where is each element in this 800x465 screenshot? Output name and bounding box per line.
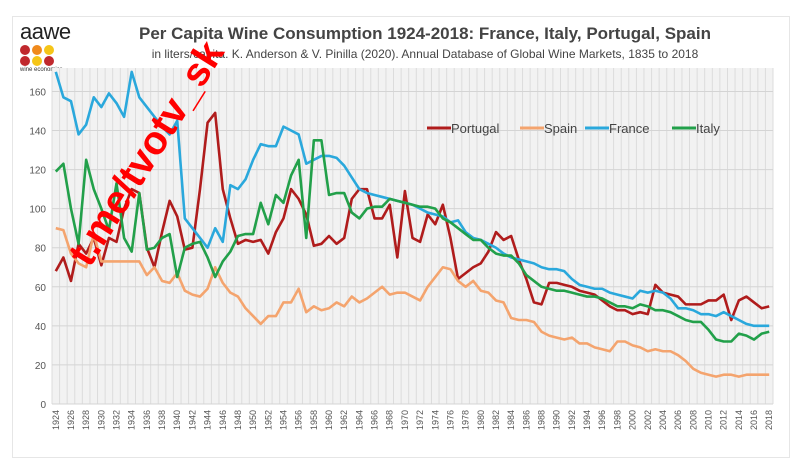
x-tick-label: 1946 (218, 410, 228, 430)
x-tick-label: 1924 (51, 410, 61, 430)
y-tick-label: 40 (35, 322, 47, 333)
legend-label-portugal: Portugal (451, 121, 500, 136)
x-tick-label: 2012 (719, 410, 729, 430)
logo-dot (20, 56, 30, 66)
y-tick-label: 20 (35, 361, 47, 372)
x-tick-label: 2000 (628, 410, 638, 430)
x-tick-label: 1934 (127, 410, 137, 430)
x-tick-label: 1974 (430, 410, 440, 430)
legend-label-italy: Italy (696, 121, 720, 136)
x-tick-label: 1986 (521, 410, 531, 430)
x-tick-label: 1930 (96, 410, 106, 430)
y-tick-label: 140 (29, 127, 46, 138)
x-tick-label: 1944 (203, 410, 213, 430)
logo-dot (32, 56, 42, 66)
x-tick-label: 1940 (172, 410, 182, 430)
x-tick-label: 1960 (324, 410, 334, 430)
series-line-portugal (54, 111, 770, 322)
x-tick-label: 1968 (385, 410, 395, 430)
x-tick-label: 1976 (445, 410, 455, 430)
x-tick-label: 1966 (370, 410, 380, 430)
x-tick-label: 1980 (476, 410, 486, 430)
x-tick-label: 1978 (461, 410, 471, 430)
y-tick-label: 0 (40, 400, 46, 411)
x-tick-label: 1988 (537, 410, 547, 430)
chart-title: Per Capita Wine Consumption 1924-2018: F… (138, 24, 711, 43)
x-tick-label: 1948 (233, 410, 243, 430)
x-tick-label: 1994 (582, 410, 592, 430)
x-tick-label: 1932 (112, 410, 122, 430)
logo-subtext: wine economics (20, 67, 63, 73)
x-tick-label: 1938 (157, 410, 167, 430)
x-tick-label: 1928 (81, 410, 91, 430)
aawe-logo: aawe wine economics (20, 19, 80, 73)
x-tick-label: 1962 (339, 410, 349, 430)
y-tick-label: 60 (35, 283, 47, 294)
x-tick-label: 1952 (263, 410, 273, 430)
x-tick-label: 2018 (764, 410, 774, 430)
legend-label-spain: Spain (544, 121, 577, 136)
x-tick-label: 1990 (552, 410, 562, 430)
x-tick-label: 1970 (400, 410, 410, 430)
x-tick-label: 1956 (294, 410, 304, 430)
x-tick-label: 1972 (415, 410, 425, 430)
x-tick-label: 1992 (567, 410, 577, 430)
y-tick-label: 100 (29, 205, 46, 216)
x-tick-label: 1926 (66, 410, 76, 430)
x-tick-label: 1998 (612, 410, 622, 430)
x-tick-label: 1958 (309, 410, 319, 430)
y-tick-label: 160 (29, 87, 46, 98)
x-tick-label: 2014 (734, 410, 744, 430)
x-tick-label: 1996 (597, 410, 607, 430)
x-tick-label: 1936 (142, 410, 152, 430)
x-tick-label: 1964 (354, 410, 364, 430)
x-tick-label: 2002 (643, 410, 653, 430)
x-tick-label: 2008 (688, 410, 698, 430)
series-line-italy (54, 138, 770, 343)
y-tick-label: 80 (35, 244, 47, 255)
x-tick-label: 2016 (749, 410, 759, 430)
logo-dot (20, 45, 30, 55)
logo-dot (44, 45, 54, 55)
logo-dot (44, 56, 54, 66)
y-tick-label: 120 (29, 166, 46, 177)
legend-label-france: France (609, 121, 649, 136)
series-line-spain (55, 226, 770, 378)
x-tick-label: 2010 (703, 410, 713, 430)
chart-subtitle: in liters/capita. K. Anderson & V. Pinil… (151, 47, 699, 61)
x-tick-label: 1950 (248, 410, 258, 430)
x-tick-label: 1984 (506, 410, 516, 430)
logo-text: aawe (20, 19, 71, 44)
logo-dots (20, 45, 80, 66)
x-tick-label: 1942 (187, 410, 197, 430)
logo-dot (32, 45, 42, 55)
x-tick-label: 1982 (491, 410, 501, 430)
x-tick-label: 2006 (673, 410, 683, 430)
x-tick-label: 2004 (658, 410, 668, 430)
x-tick-label: 1954 (278, 410, 288, 430)
